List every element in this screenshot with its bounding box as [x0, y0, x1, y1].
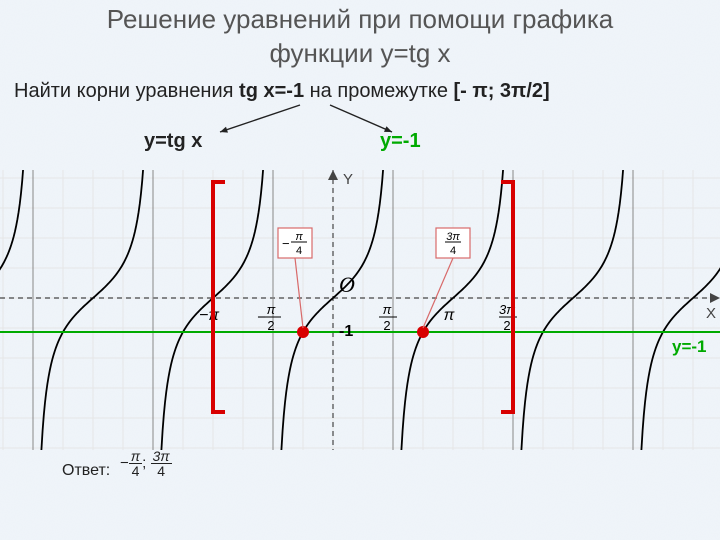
title-line-2: функции y=tg x: [0, 38, 720, 69]
problem-statement: Найти корни уравнения tg x=-1 на промежу…: [14, 80, 550, 103]
curve-label-neg1: y=-1: [380, 130, 421, 153]
svg-text:3π: 3π: [499, 302, 515, 317]
subtitle-mid: на промежутке: [304, 80, 453, 102]
title-line-1: Решение уравнений при помощи графика: [0, 4, 720, 35]
answer-label: Ответ:: [62, 462, 110, 480]
svg-text:π: π: [444, 307, 455, 324]
subtitle-interval: [- π; 3π/2]: [454, 80, 550, 102]
svg-text:π: π: [267, 302, 276, 317]
chart: ХYOy=-1-1−π−π2π2π3π2: [0, 170, 720, 450]
svg-text:2: 2: [383, 318, 390, 333]
svg-text:2: 2: [267, 318, 274, 333]
curve-label-tgx: y=tg x: [144, 130, 202, 153]
svg-text:Х: Х: [706, 305, 716, 322]
subtitle-pre: Найти корни уравнения: [14, 80, 239, 102]
svg-text:2: 2: [503, 318, 510, 333]
svg-text:Y: Y: [343, 171, 353, 188]
svg-text:-1: -1: [339, 323, 353, 340]
subtitle-eq: tg x=-1: [239, 80, 304, 102]
answer-value: −π4; 3π4: [120, 449, 172, 478]
svg-text:−π: −π: [199, 307, 219, 324]
svg-text:π: π: [383, 302, 392, 317]
svg-text:y=-1: y=-1: [672, 337, 707, 356]
